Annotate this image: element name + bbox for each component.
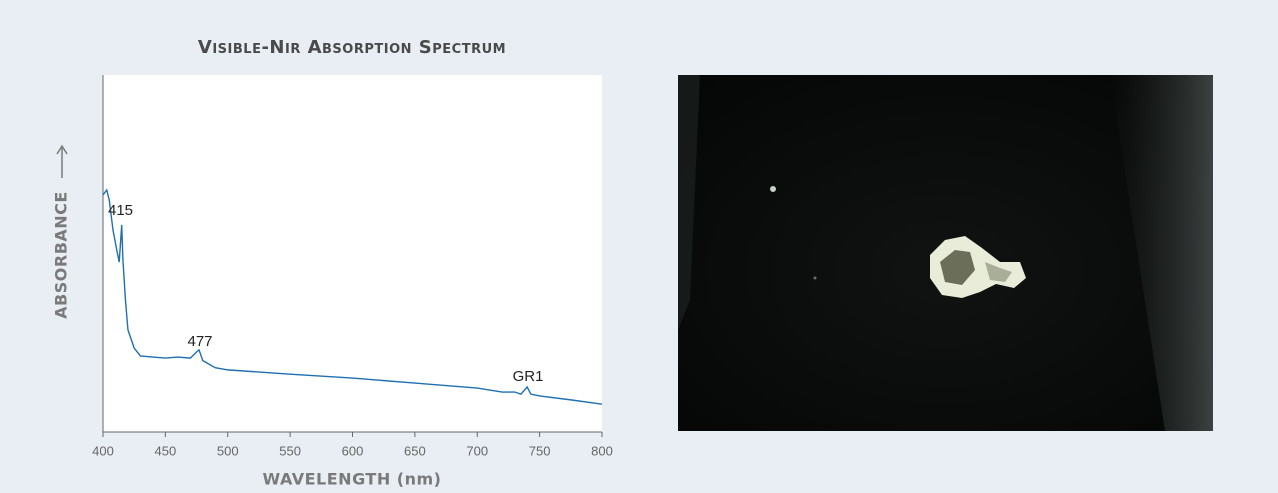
x-tick-label: 450	[155, 443, 177, 458]
y-arrow	[57, 146, 67, 178]
chart-title: Visible-Nir Absorption Spectrum	[198, 37, 506, 58]
x-axis-label: WAVELENGTH (nm)	[263, 470, 442, 489]
peak-annotation: 415	[108, 202, 133, 219]
x-tick-label: 400	[92, 443, 114, 458]
photo	[678, 75, 1213, 431]
x-tick-label: 750	[529, 443, 551, 458]
x-tick-label: 550	[279, 443, 301, 458]
x-tick-label: 700	[466, 443, 488, 458]
x-tick-label: 500	[217, 443, 239, 458]
figure: Visible-Nir Absorption Spectrum WAVELENG…	[0, 0, 1278, 493]
x-tick-label: 650	[404, 443, 426, 458]
y-axis-label: ABSORBANCE	[52, 191, 71, 319]
x-tick-label: 600	[342, 443, 364, 458]
peak-annotation: GR1	[513, 368, 544, 385]
peak-annotation: 477	[187, 333, 212, 350]
x-tick-label: 800	[591, 443, 613, 458]
page: {"chart_data": {"type": "line", "title":…	[0, 0, 1278, 493]
